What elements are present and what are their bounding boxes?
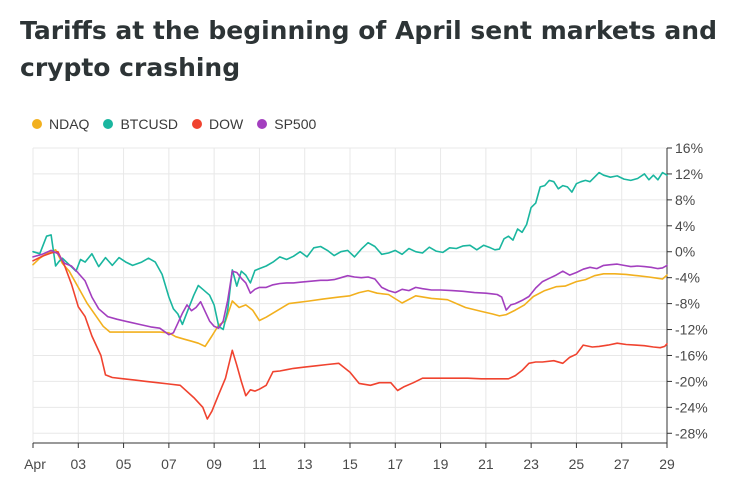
legend-label: DOW <box>209 116 244 132</box>
x-tick-label: 15 <box>342 456 358 472</box>
legend: NDAQ BTCUSD DOW SP500 <box>32 114 316 134</box>
legend-swatch <box>103 119 114 129</box>
series-line-dow <box>32 250 668 420</box>
y-tick-label: -4% <box>675 270 700 286</box>
y-tick-label: -16% <box>675 347 708 363</box>
legend-item-ndaq[interactable]: NDAQ <box>32 116 89 132</box>
y-tick-label: -24% <box>675 399 708 415</box>
legend-swatch <box>192 119 203 129</box>
x-tick-label: 05 <box>116 456 132 472</box>
legend-label: BTCUSD <box>120 116 179 132</box>
y-tick-label: 0% <box>675 244 695 260</box>
y-tick-label: -12% <box>675 322 708 338</box>
x-tick-label: 11 <box>252 456 267 472</box>
x-tick-label: 09 <box>206 456 222 472</box>
x-tick-label: 23 <box>523 456 539 472</box>
x-tick-label: 13 <box>297 456 313 472</box>
series-line-ndaq <box>32 249 668 348</box>
series-line-sp500 <box>32 249 668 336</box>
y-tick-label: 8% <box>675 192 695 208</box>
x-tick-label: 07 <box>161 456 177 472</box>
legend-item-btcusd[interactable]: BTCUSD <box>103 116 178 132</box>
legend-swatch <box>257 119 268 129</box>
legend-item-sp500[interactable]: SP500 <box>257 116 316 132</box>
x-tick-label: 03 <box>70 456 86 472</box>
y-tick-label: -28% <box>675 425 708 441</box>
x-tick-label: 29 <box>659 456 675 472</box>
y-tick-label: -20% <box>675 373 708 389</box>
series-line-btcusd <box>32 171 668 331</box>
x-tick-label: 27 <box>614 456 630 472</box>
legend-label: SP500 <box>274 116 317 132</box>
y-tick-label: 4% <box>675 218 695 234</box>
y-tick-label: -8% <box>675 296 700 312</box>
x-tick-label: Apr <box>24 456 46 472</box>
y-tick-label: 12% <box>675 166 703 182</box>
legend-swatch <box>32 119 42 129</box>
legend-item-dow[interactable]: DOW <box>192 116 243 132</box>
chart-title: Tariffs at the beginning of April sent m… <box>20 16 717 82</box>
x-tick-label: 17 <box>387 456 403 472</box>
legend-label: NDAQ <box>49 116 90 132</box>
y-tick-label: 16% <box>675 140 703 156</box>
x-tick-label: 25 <box>569 456 585 472</box>
x-tick-label: 19 <box>433 456 449 472</box>
x-tick-label: 21 <box>478 456 494 472</box>
